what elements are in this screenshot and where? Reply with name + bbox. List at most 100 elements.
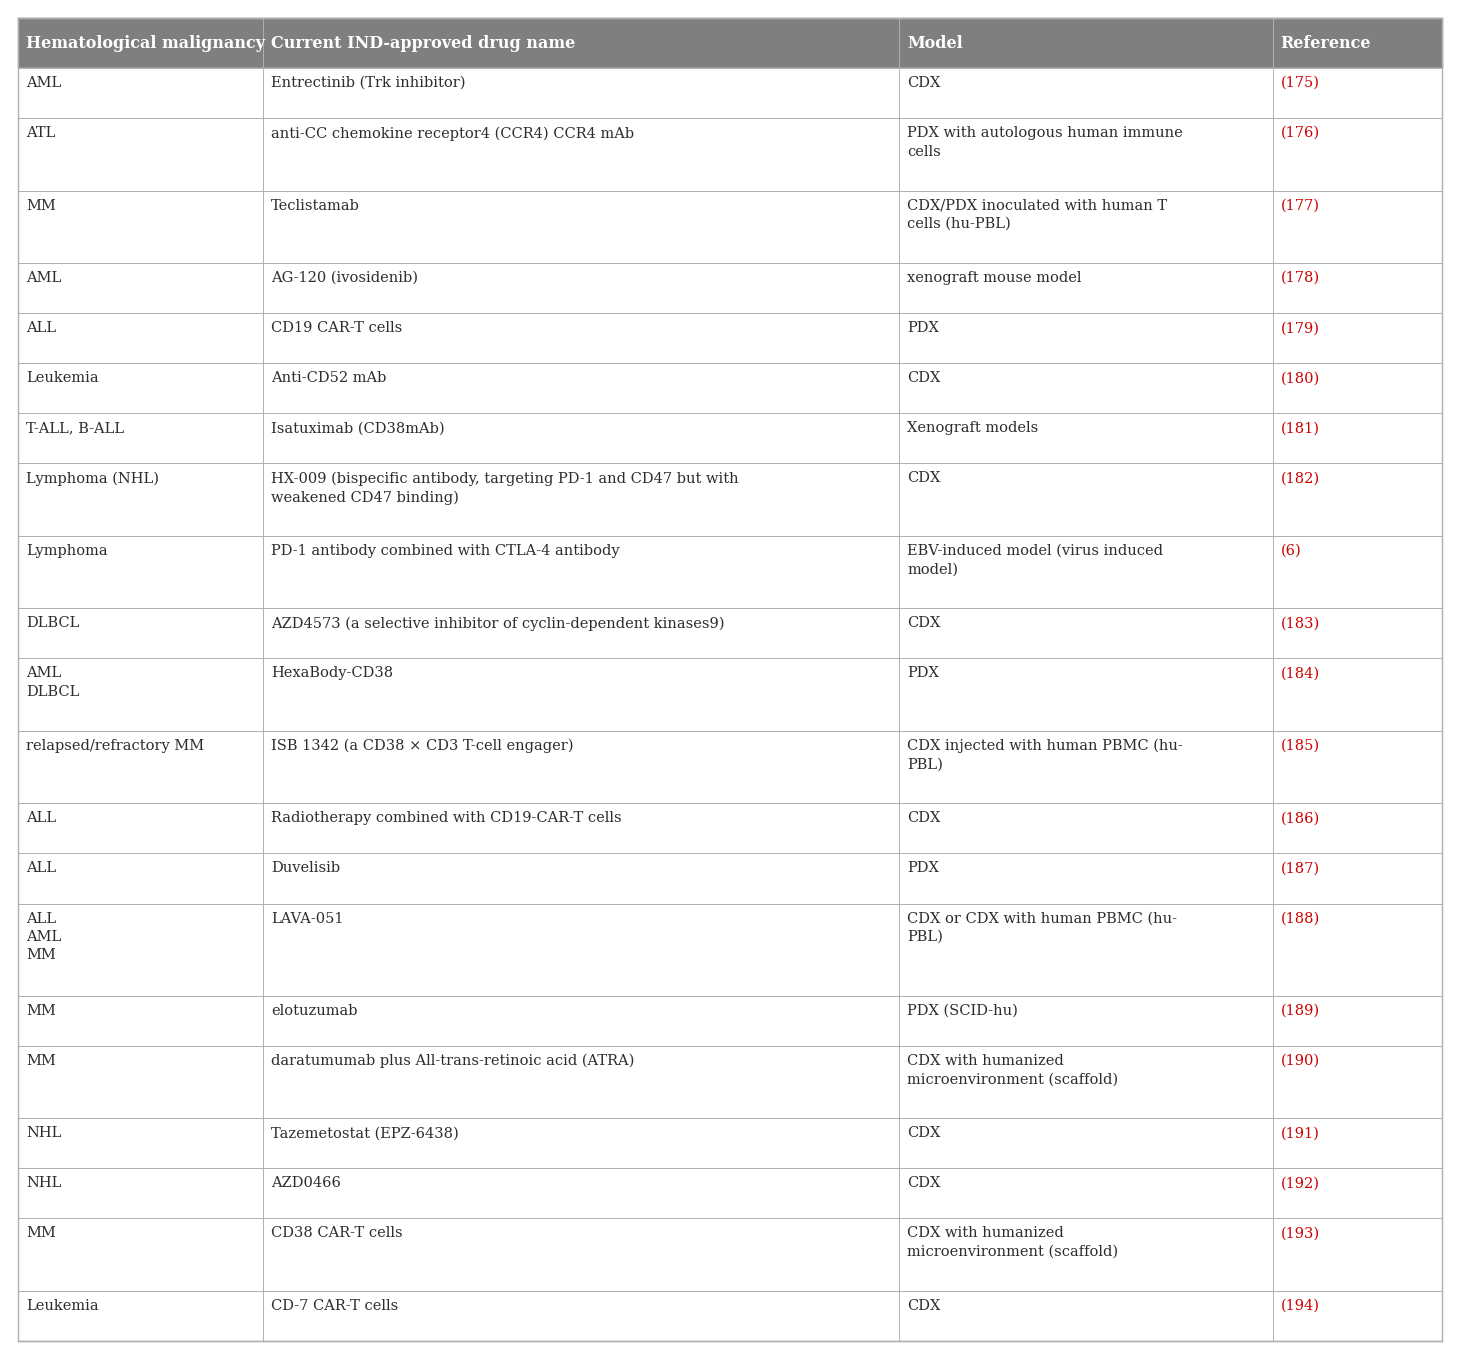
Text: CD38 CAR-T cells: CD38 CAR-T cells bbox=[272, 1226, 403, 1241]
Text: elotuzumab: elotuzumab bbox=[272, 1004, 358, 1018]
Bar bbox=[18, 1219, 1442, 1291]
Text: (179): (179) bbox=[1280, 321, 1320, 336]
Text: MM: MM bbox=[26, 1053, 55, 1068]
Text: ALL: ALL bbox=[26, 811, 55, 825]
Text: EBV-induced model (virus induced
model): EBV-induced model (virus induced model) bbox=[908, 544, 1164, 576]
Text: ALL: ALL bbox=[26, 321, 55, 336]
Text: MM: MM bbox=[26, 1226, 55, 1241]
Text: Entrectinib (Trk inhibitor): Entrectinib (Trk inhibitor) bbox=[272, 76, 466, 90]
Bar bbox=[18, 731, 1442, 803]
Bar bbox=[18, 1046, 1442, 1118]
Bar bbox=[18, 313, 1442, 363]
Text: PDX (SCID-hu): PDX (SCID-hu) bbox=[908, 1004, 1018, 1018]
Text: MM: MM bbox=[26, 198, 55, 212]
Text: CDX with humanized
microenvironment (scaffold): CDX with humanized microenvironment (sca… bbox=[908, 1053, 1118, 1086]
Text: Radiotherapy combined with CD19-CAR-T cells: Radiotherapy combined with CD19-CAR-T ce… bbox=[272, 811, 622, 825]
Text: (192): (192) bbox=[1280, 1177, 1320, 1190]
Bar bbox=[18, 68, 1442, 118]
Text: ALL: ALL bbox=[26, 862, 55, 875]
Text: xenograft mouse model: xenograft mouse model bbox=[908, 270, 1082, 285]
Text: (6): (6) bbox=[1280, 544, 1301, 557]
Text: DLBCL: DLBCL bbox=[26, 617, 79, 631]
Text: ATL: ATL bbox=[26, 126, 55, 140]
Bar bbox=[18, 413, 1442, 463]
Text: CDX: CDX bbox=[908, 76, 940, 90]
Text: HexaBody-CD38: HexaBody-CD38 bbox=[272, 666, 393, 681]
Text: CDX: CDX bbox=[908, 1299, 940, 1313]
Bar bbox=[18, 1118, 1442, 1169]
Bar bbox=[18, 264, 1442, 313]
Text: AML: AML bbox=[26, 76, 61, 90]
Text: CDX or CDX with human PBMC (hu-
PBL): CDX or CDX with human PBMC (hu- PBL) bbox=[908, 912, 1177, 945]
Text: (184): (184) bbox=[1280, 666, 1320, 681]
Text: (193): (193) bbox=[1280, 1226, 1320, 1241]
Text: Anti-CD52 mAb: Anti-CD52 mAb bbox=[272, 371, 387, 385]
Text: Lymphoma (NHL): Lymphoma (NHL) bbox=[26, 472, 159, 485]
Bar bbox=[18, 1291, 1442, 1341]
Text: Isatuximab (CD38mAb): Isatuximab (CD38mAb) bbox=[272, 421, 444, 435]
Bar bbox=[18, 803, 1442, 853]
Text: AML
DLBCL: AML DLBCL bbox=[26, 666, 79, 699]
Text: (183): (183) bbox=[1280, 617, 1320, 631]
Bar bbox=[18, 658, 1442, 731]
Text: CDX injected with human PBMC (hu-
PBL): CDX injected with human PBMC (hu- PBL) bbox=[908, 739, 1183, 772]
Text: Leukemia: Leukemia bbox=[26, 1299, 99, 1313]
Bar bbox=[18, 363, 1442, 413]
Text: PD-1 antibody combined with CTLA-4 antibody: PD-1 antibody combined with CTLA-4 antib… bbox=[272, 544, 619, 557]
Text: (185): (185) bbox=[1280, 739, 1320, 753]
Text: (181): (181) bbox=[1280, 421, 1320, 435]
Text: CDX: CDX bbox=[908, 472, 940, 485]
Text: (194): (194) bbox=[1280, 1299, 1320, 1313]
Bar bbox=[18, 853, 1442, 904]
Text: (176): (176) bbox=[1280, 126, 1320, 140]
Bar bbox=[18, 190, 1442, 264]
Text: Current IND-approved drug name: Current IND-approved drug name bbox=[272, 34, 575, 52]
Bar bbox=[18, 118, 1442, 190]
Bar bbox=[18, 535, 1442, 609]
Text: (177): (177) bbox=[1280, 198, 1320, 212]
Text: CD-7 CAR-T cells: CD-7 CAR-T cells bbox=[272, 1299, 399, 1313]
Text: Leukemia: Leukemia bbox=[26, 371, 99, 385]
Text: AZD0466: AZD0466 bbox=[272, 1177, 340, 1190]
Text: AG-120 (ivosidenib): AG-120 (ivosidenib) bbox=[272, 270, 418, 285]
Text: AZD4573 (a selective inhibitor of cyclin-dependent kinases9): AZD4573 (a selective inhibitor of cyclin… bbox=[272, 617, 724, 631]
Text: CDX: CDX bbox=[908, 1177, 940, 1190]
Text: (190): (190) bbox=[1280, 1053, 1320, 1068]
Bar bbox=[18, 1169, 1442, 1219]
Text: NHL: NHL bbox=[26, 1177, 61, 1190]
Text: PDX: PDX bbox=[908, 666, 939, 681]
Text: (187): (187) bbox=[1280, 862, 1320, 875]
Text: PDX: PDX bbox=[908, 321, 939, 336]
Text: Duvelisib: Duvelisib bbox=[272, 862, 340, 875]
Text: Hematological malignancy: Hematological malignancy bbox=[26, 34, 266, 52]
Text: (191): (191) bbox=[1280, 1127, 1320, 1140]
Text: MM: MM bbox=[26, 1004, 55, 1018]
Text: ALL
AML
MM: ALL AML MM bbox=[26, 912, 61, 962]
Bar bbox=[18, 996, 1442, 1046]
Text: T-ALL, B-ALL: T-ALL, B-ALL bbox=[26, 421, 124, 435]
Text: Xenograft models: Xenograft models bbox=[908, 421, 1038, 435]
Text: LAVA-051: LAVA-051 bbox=[272, 912, 343, 925]
Text: NHL: NHL bbox=[26, 1127, 61, 1140]
Text: CDX: CDX bbox=[908, 1127, 940, 1140]
Text: (182): (182) bbox=[1280, 472, 1320, 485]
Text: Lymphoma: Lymphoma bbox=[26, 544, 108, 557]
Text: AML: AML bbox=[26, 270, 61, 285]
Text: (189): (189) bbox=[1280, 1004, 1320, 1018]
Text: Model: Model bbox=[908, 34, 964, 52]
Text: CDX: CDX bbox=[908, 811, 940, 825]
Text: (186): (186) bbox=[1280, 811, 1320, 825]
Bar bbox=[18, 463, 1442, 535]
Bar bbox=[18, 904, 1442, 996]
Text: CDX with humanized
microenvironment (scaffold): CDX with humanized microenvironment (sca… bbox=[908, 1226, 1118, 1258]
Text: HX-009 (bispecific antibody, targeting PD-1 and CD47 but with
weakened CD47 bind: HX-009 (bispecific antibody, targeting P… bbox=[272, 472, 739, 504]
Bar bbox=[18, 18, 1442, 68]
Text: relapsed/refractory MM: relapsed/refractory MM bbox=[26, 739, 204, 753]
Text: anti-CC chemokine receptor4 (CCR4) CCR4 mAb: anti-CC chemokine receptor4 (CCR4) CCR4 … bbox=[272, 126, 634, 140]
Text: (188): (188) bbox=[1280, 912, 1320, 925]
Text: daratumumab plus All-trans-retinoic acid (ATRA): daratumumab plus All-trans-retinoic acid… bbox=[272, 1053, 634, 1068]
Text: PDX: PDX bbox=[908, 862, 939, 875]
Bar bbox=[18, 609, 1442, 658]
Text: Tazemetostat (EPZ-6438): Tazemetostat (EPZ-6438) bbox=[272, 1127, 458, 1140]
Text: CD19 CAR-T cells: CD19 CAR-T cells bbox=[272, 321, 402, 336]
